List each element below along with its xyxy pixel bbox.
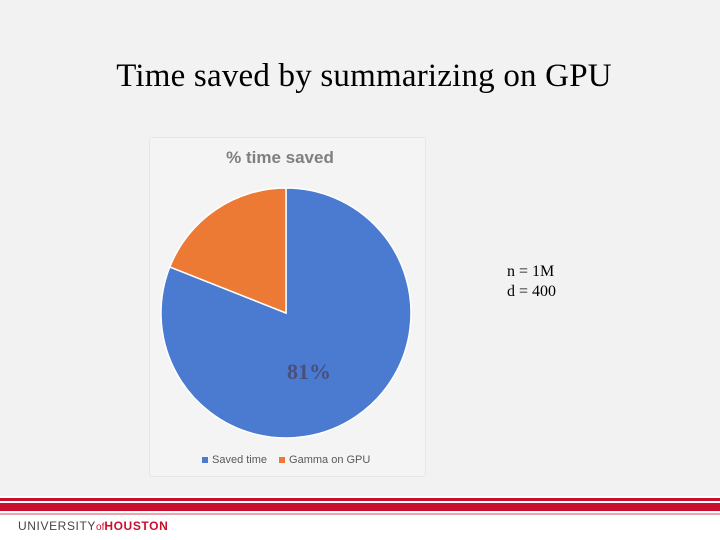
legend-swatch-saved-time [202, 457, 208, 463]
slide-title: Time saved by summarizing on GPU [116, 58, 612, 94]
legend-item-gamma-on-gpu: Gamma on GPU [279, 454, 370, 466]
footer-red-stripe-thick [0, 503, 720, 511]
footer-pink-stripe [0, 513, 720, 515]
legend-label-saved-time: Saved time [212, 454, 268, 466]
logo-university-text: UNIVERSITY [18, 519, 97, 533]
legend-label-gamma-on-gpu: Gamma on GPU [289, 454, 371, 466]
legend-item-saved-time: Saved time [202, 454, 267, 466]
annotation-line-d: d = 400 [507, 283, 557, 300]
chart-title: % time saved [226, 148, 334, 167]
university-logo: UNIVERSITYofHOUSTON [18, 519, 168, 533]
logo-houston-text: HOUSTON [104, 519, 169, 533]
chart-legend: Saved time Gamma on GPU [202, 454, 370, 466]
annotation-line-n: n = 1M [507, 263, 555, 280]
legend-swatch-gamma-on-gpu [279, 457, 286, 463]
pie-slice-saved-time [160, 187, 412, 439]
parameter-annotation: n = 1M d = 400 [507, 262, 556, 302]
footer-red-stripe [0, 498, 720, 501]
logo-of-text: of [96, 522, 105, 533]
pie-data-label-saved-time: 81% [287, 359, 331, 384]
pie-slice-gamma-on-gpu [168, 187, 287, 315]
